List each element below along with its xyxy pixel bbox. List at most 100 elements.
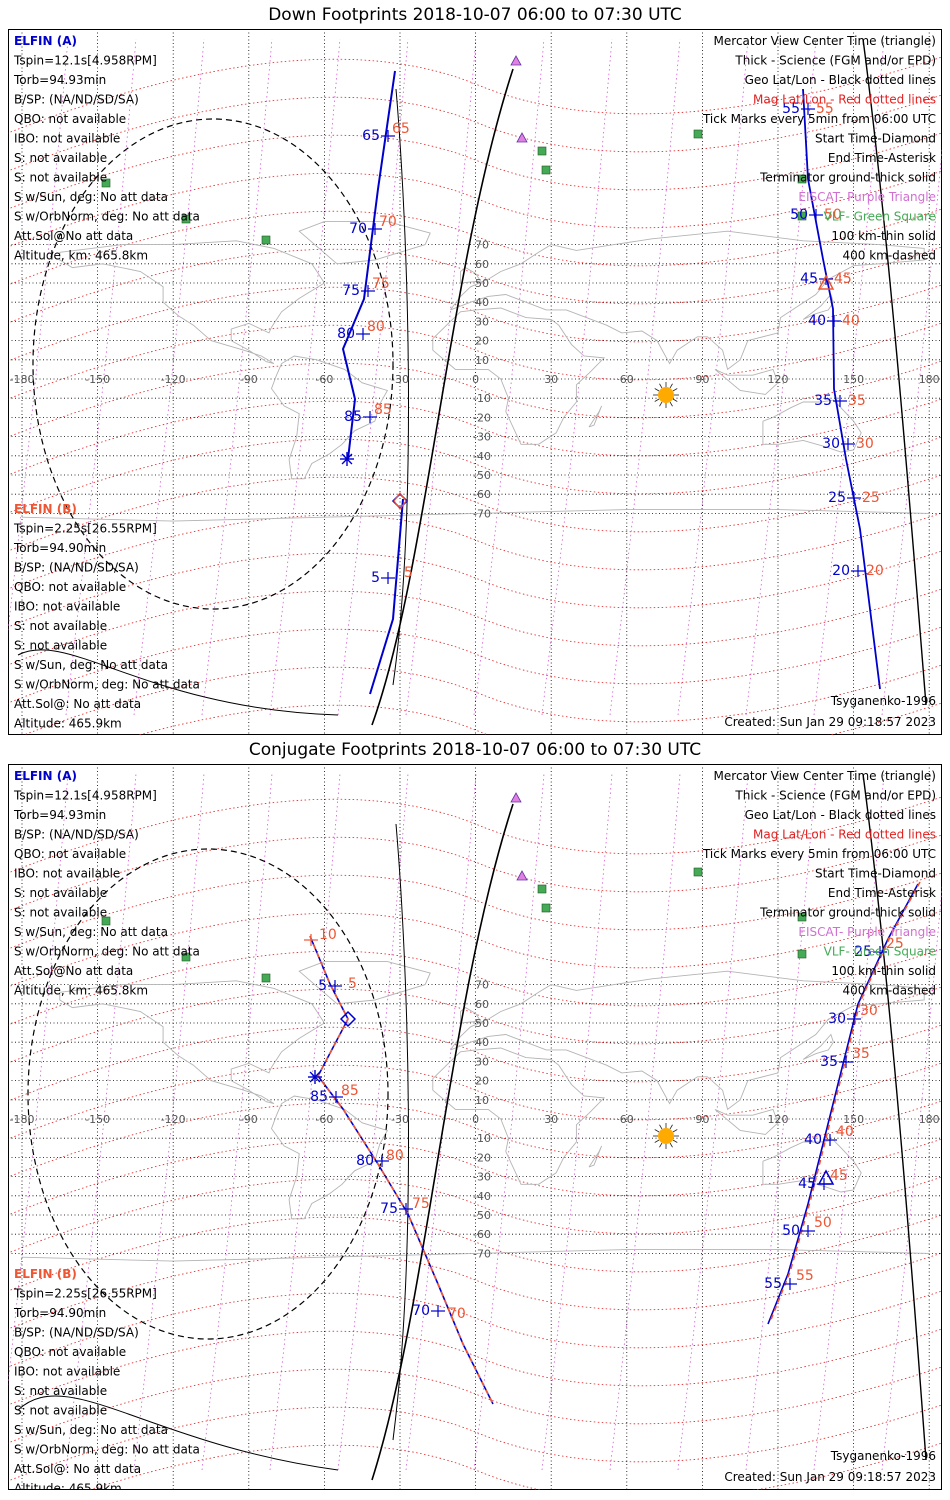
- elfin-b-name: ELFIN (B): [14, 1267, 77, 1281]
- elfin-b-info-line: S: not available: [14, 1404, 107, 1418]
- legend: Mercator View Center Time (triangle) Thic…: [702, 769, 936, 998]
- elfin-a-info-line: Torb=94.93min: [13, 73, 106, 87]
- lon-tick-label: -150: [85, 373, 110, 386]
- track-b-tick-label: 5: [404, 565, 413, 581]
- legend-line: Mag Lat/Lon - Red dotted lines: [753, 828, 936, 842]
- continent: [21, 509, 930, 522]
- mag-meridian: [8, 38, 69, 634]
- track-b-tick-label: 5: [348, 976, 357, 992]
- geo-grid: [8, 764, 942, 1490]
- sun-disk: [658, 387, 674, 403]
- mag-line: [8, 1100, 942, 1178]
- mag-line: [8, 512, 942, 590]
- lon-tick-label: -150: [85, 1113, 110, 1126]
- track-a-east-tick-label: 25: [828, 490, 846, 506]
- track-a-tick-label: 75: [380, 1201, 398, 1217]
- lon-tick-label: 30: [544, 373, 558, 386]
- end-asterisk: [308, 1070, 322, 1084]
- continent: [450, 230, 925, 371]
- mag-line: [8, 56, 942, 134]
- elfin-b-info-line: S w/Sun, deg: No att data: [14, 658, 168, 672]
- mag-line: [8, 834, 942, 912]
- lon-tick-label: -180: [10, 373, 35, 386]
- track-a-east-tick-label: 25: [854, 944, 872, 960]
- lat-tick-label: -50: [473, 1209, 491, 1222]
- legend-line: Mercator View Center Time (triangle): [714, 769, 936, 783]
- end-asterisk-stroke: [309, 1071, 321, 1083]
- legend-line: VLF- Green Square: [824, 210, 936, 224]
- elfin-a-west-track: [309, 935, 494, 1405]
- sun-icon: [653, 382, 679, 408]
- vlf-square: [797, 912, 807, 922]
- continent: [802, 1033, 834, 1060]
- created-label: Created: Sun Jan 29 09:18:57 2023: [724, 1470, 936, 1484]
- elfin-b-info-line: Tspin=2.25s[26.55RPM]: [13, 522, 157, 536]
- mag-meridian: [473, 38, 545, 716]
- down-footprints-map: -180 -150 -120 -90 -60 -30 0 30 60 90 120 150 180 70 6…: [8, 29, 942, 735]
- down-panel-title: Down Footprints 2018-10-07 06:00 to 07:3…: [268, 5, 682, 25]
- elfin-b-info-line: QBO: not available: [14, 580, 126, 594]
- track-a-tick-label: 80: [356, 1153, 374, 1169]
- mag-meridian: [133, 773, 205, 1471]
- legend-line: Tick Marks every 5min from 06:00 UTC: [702, 112, 936, 126]
- mag-line: [8, 474, 942, 552]
- track-b-tick-label: 70: [448, 1306, 466, 1322]
- sun-icon: [653, 1123, 679, 1149]
- track-a-tick-label: 70: [349, 221, 367, 237]
- vlf-square: [537, 884, 547, 894]
- elfin-a-info-line: Altitude, km: 465.8km: [14, 249, 148, 263]
- terminator-ground: [371, 803, 514, 1481]
- lat-tick-label: 20: [475, 335, 489, 348]
- track-b-east-tick-label: 50: [824, 207, 842, 223]
- lat-tick-label: 40: [475, 296, 489, 309]
- legend-line: Terminator ground-thick solid: [759, 906, 936, 920]
- elfin-a-west-track: [341, 70, 396, 460]
- mag-line: [8, 1176, 942, 1254]
- lon-tick-label: -30: [391, 373, 409, 386]
- track-b-tick-label: 85: [374, 402, 392, 418]
- lat-tick-label: -20: [473, 411, 491, 424]
- continent: [450, 970, 925, 1111]
- track-b-tick-label: 80: [367, 319, 385, 335]
- continent: [762, 399, 862, 453]
- vlf-square: [261, 973, 271, 983]
- lat-tick-label: 70: [475, 239, 489, 252]
- eiscat-triangle: [510, 792, 522, 803]
- track-a-east-tick-label: 35: [814, 393, 832, 409]
- mag-meridian: [677, 38, 749, 716]
- mag-meridian: [677, 773, 749, 1471]
- continent: [59, 240, 326, 365]
- mag-line: [8, 986, 942, 1064]
- sun-ray: [672, 388, 678, 392]
- lon-tick-label: -60: [315, 373, 333, 386]
- mag-meridian: [269, 38, 341, 716]
- lat-tick-label: 60: [475, 258, 489, 271]
- continent: [21, 1249, 930, 1262]
- map-border: [8, 764, 942, 1490]
- lon-tick-label: 90: [695, 373, 709, 386]
- lon-tick-label: 90: [695, 1113, 709, 1126]
- lat-tick-label: -10: [473, 392, 491, 405]
- track-a-east-tick-label: 40: [804, 1132, 822, 1148]
- track-b-tick-label: 75: [412, 1196, 430, 1212]
- mag-meridian: [8, 773, 69, 1386]
- lat-tick-label: -30: [473, 1171, 491, 1184]
- elfin-a-east-track: [767, 883, 919, 1325]
- ring-100km: [17, 1395, 339, 1471]
- lat-tick-label: 70: [475, 979, 489, 992]
- continent: [714, 368, 779, 395]
- sun-ray: [672, 1129, 678, 1133]
- eiscat-triangle: [510, 55, 522, 66]
- vlf-square: [101, 916, 111, 926]
- lat-tick-label: -40: [473, 450, 491, 463]
- elfin-b-info-line: S w/OrbNorm, deg: No att data: [14, 1443, 200, 1457]
- elfin-b-info-line: S w/Sun, deg: No att data: [14, 1423, 168, 1437]
- track-a-tick-label: 70: [412, 1303, 430, 1319]
- track-b-east-tick-label: 35: [848, 393, 866, 409]
- elfin-a-info-line: S: not available: [14, 906, 107, 920]
- geo-grid: [8, 29, 942, 735]
- mag-line: [8, 1214, 942, 1292]
- vlf-square: [797, 949, 807, 959]
- legend-line: Thick - Science (FGM and/or EPD): [734, 54, 936, 68]
- lon-tick-label: 120: [768, 373, 789, 386]
